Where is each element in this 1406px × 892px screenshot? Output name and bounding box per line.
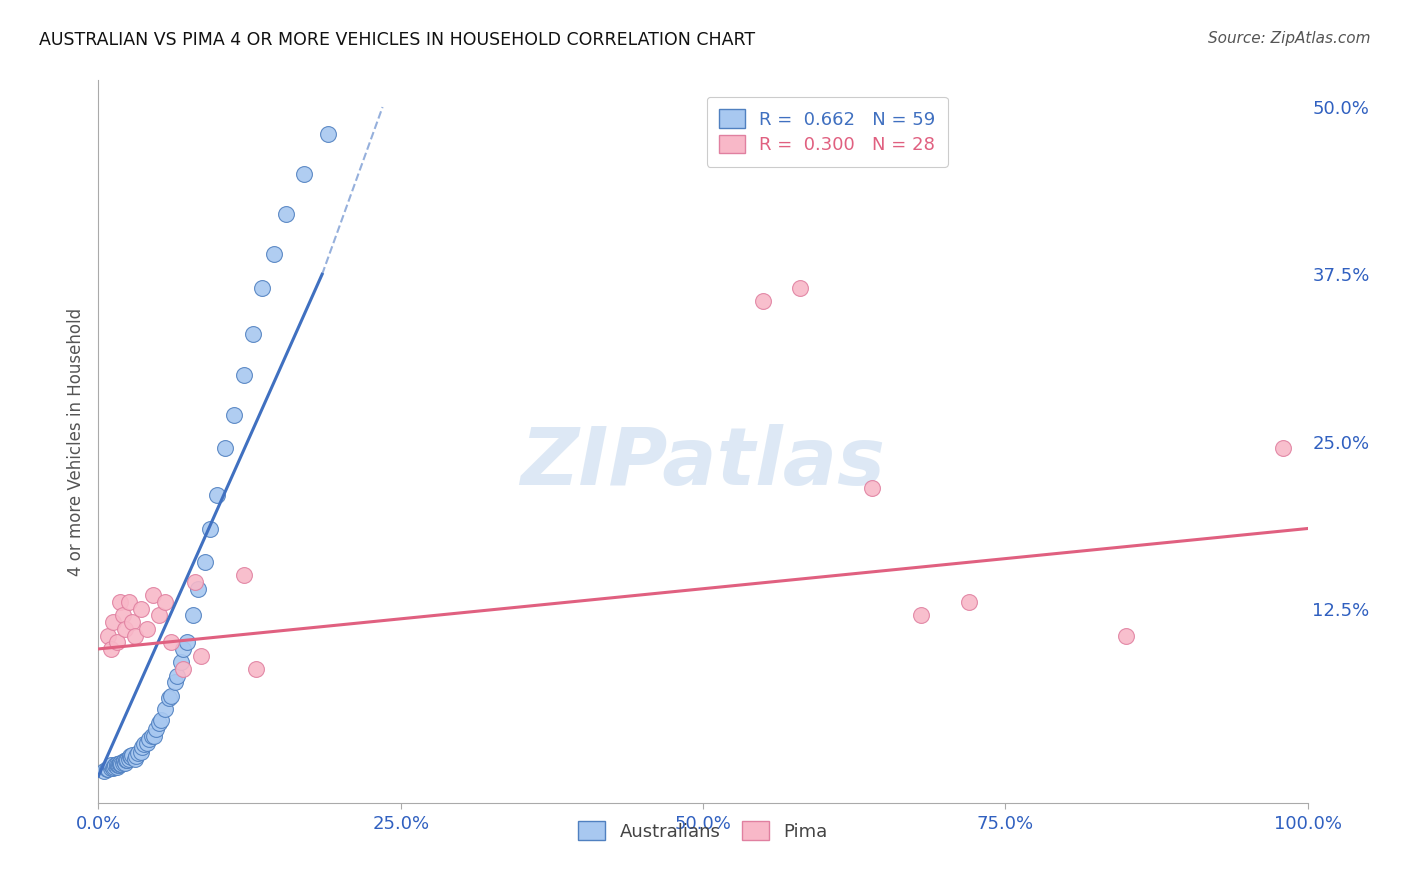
Point: [134, 737, 156, 751]
Point: [292, 167, 315, 181]
Point: [789, 281, 811, 295]
Point: [172, 662, 194, 676]
Point: [100, 761, 122, 775]
Point: [114, 756, 136, 770]
Point: [141, 729, 163, 743]
Point: [100, 758, 122, 772]
Point: [114, 622, 136, 636]
Point: [135, 735, 157, 749]
Point: [145, 723, 167, 737]
Point: [105, 760, 128, 774]
Point: [157, 691, 180, 706]
Point: [108, 756, 131, 771]
Point: [187, 582, 209, 596]
Point: [232, 568, 254, 582]
Point: [93, 764, 115, 778]
Text: Source: ZipAtlas.com: Source: ZipAtlas.com: [1208, 31, 1371, 46]
Text: AUSTRALIAN VS PIMA 4 OR MORE VEHICLES IN HOUSEHOLD CORRELATION CHART: AUSTRALIAN VS PIMA 4 OR MORE VEHICLES IN…: [39, 31, 755, 49]
Point: [166, 669, 188, 683]
Point: [160, 689, 183, 703]
Point: [124, 751, 146, 765]
Point: [111, 756, 134, 770]
Point: [118, 595, 141, 609]
Point: [245, 662, 267, 676]
Point: [121, 615, 143, 630]
Point: [105, 635, 128, 649]
Point: [153, 702, 176, 716]
Point: [250, 281, 273, 295]
Point: [100, 642, 122, 657]
Point: [242, 327, 264, 342]
Point: [274, 207, 297, 221]
Point: [143, 729, 166, 743]
Point: [125, 749, 148, 764]
Point: [108, 595, 131, 609]
Point: [150, 713, 173, 727]
Point: [263, 247, 285, 261]
Point: [107, 758, 129, 772]
Point: [127, 746, 149, 760]
Point: [205, 488, 228, 502]
Point: [97, 629, 120, 643]
Point: [110, 756, 132, 771]
Point: [124, 629, 146, 643]
Point: [115, 753, 138, 767]
Point: [184, 575, 207, 590]
Text: ZIPatlas: ZIPatlas: [520, 425, 886, 502]
Point: [190, 648, 212, 663]
Point: [172, 642, 194, 657]
Point: [120, 750, 142, 764]
Point: [169, 655, 191, 669]
Legend: Australians, Pima: Australians, Pima: [571, 814, 835, 848]
Point: [1115, 629, 1137, 643]
Point: [752, 294, 775, 309]
Point: [111, 608, 134, 623]
Point: [160, 635, 183, 649]
Point: [103, 760, 125, 774]
Point: [96, 762, 118, 776]
Point: [214, 442, 236, 455]
Point: [194, 555, 217, 569]
Point: [138, 731, 160, 746]
Point: [117, 753, 139, 767]
Point: [232, 368, 254, 382]
Point: [118, 749, 141, 764]
Point: [135, 622, 157, 636]
Point: [316, 127, 339, 141]
Point: [118, 751, 141, 765]
Point: [1272, 442, 1295, 455]
Point: [860, 482, 883, 496]
Point: [142, 589, 165, 603]
Point: [153, 595, 176, 609]
Point: [108, 758, 131, 772]
Point: [176, 635, 198, 649]
Point: [97, 762, 120, 776]
Point: [101, 615, 124, 630]
Point: [148, 608, 170, 623]
Point: [910, 608, 932, 623]
Point: [112, 755, 135, 769]
Point: [222, 408, 245, 422]
Point: [131, 739, 153, 754]
Point: [198, 521, 221, 535]
Point: [148, 715, 170, 730]
Point: [104, 758, 127, 772]
Point: [163, 675, 186, 690]
Point: [101, 761, 124, 775]
Point: [957, 595, 980, 609]
Point: [129, 745, 152, 759]
Y-axis label: 4 or more Vehicles in Household: 4 or more Vehicles in Household: [66, 308, 84, 575]
Point: [129, 602, 152, 616]
Point: [181, 608, 204, 623]
Point: [108, 756, 131, 770]
Point: [121, 747, 143, 762]
Point: [105, 756, 128, 771]
